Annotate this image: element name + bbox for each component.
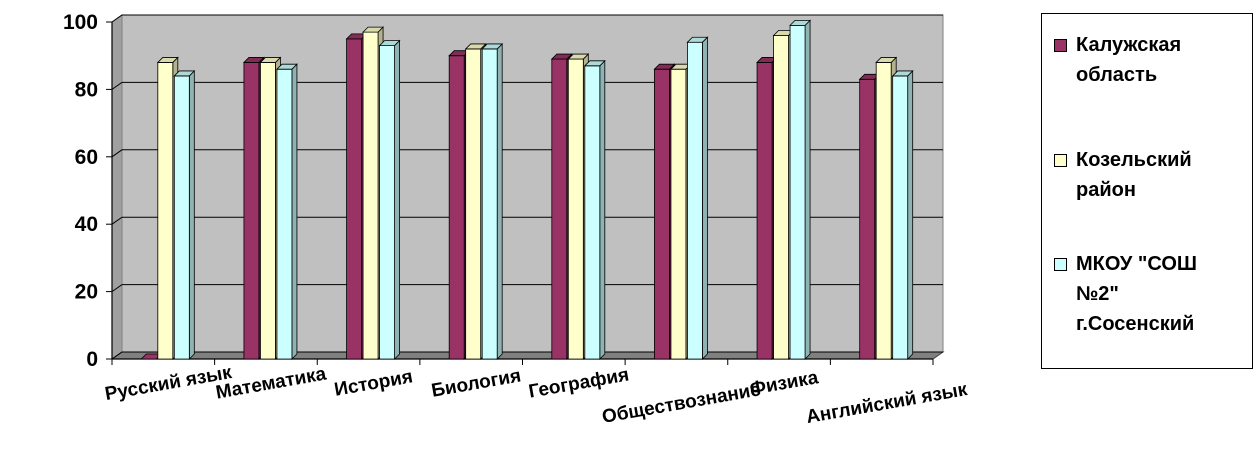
bar-front (481, 48, 498, 360)
x-tick-label-5: География (527, 364, 631, 402)
bar-3-3 (378, 39, 401, 360)
bar-top (464, 43, 487, 50)
x-tick-label-8: Английский язык (805, 379, 970, 428)
bar-3-2 (275, 63, 298, 360)
bar-side (496, 42, 503, 360)
x-tick-label-6: Обществознание (601, 379, 763, 428)
bar-3-4 (481, 42, 504, 360)
y-tick-label-20: 20 (75, 281, 98, 304)
y-tick-label-0: 0 (86, 348, 98, 371)
y-tick-label-40: 40 (75, 213, 98, 236)
plot-side-wall (111, 14, 123, 360)
bar-front (584, 65, 601, 360)
bar-side (188, 69, 195, 360)
bar-side (291, 63, 298, 360)
bar-front (448, 55, 465, 360)
bar-front (789, 24, 806, 360)
bar-side (599, 59, 606, 360)
bar-top (275, 63, 298, 70)
legend-label-series-3: МКОУ "СОШ №2" г.Сосенский (1076, 253, 1198, 335)
bar-front (260, 62, 276, 360)
bar-front (875, 62, 892, 360)
legend-label-series-1: Калужская область (1076, 34, 1182, 86)
bar-top (173, 70, 196, 77)
bar-front (567, 58, 584, 360)
legend-swatch-series-2 (1054, 154, 1067, 167)
bar-3-5 (583, 59, 606, 360)
x-tick-label-2: Математика (214, 363, 328, 403)
bar-front (687, 41, 703, 360)
y-tick-label-100: 100 (63, 11, 98, 34)
bar-front (654, 68, 670, 360)
bar-top (653, 63, 676, 70)
bar-top (789, 19, 812, 26)
bar-3-6 (686, 36, 709, 360)
x-tick-label-4: Биология (430, 365, 523, 401)
bar-side (702, 36, 708, 360)
legend-swatch-series-3 (1054, 258, 1067, 271)
bar-front (173, 75, 190, 360)
bar-front (892, 75, 909, 360)
bar-top (891, 70, 914, 77)
bar-top (242, 57, 265, 63)
bar-front (859, 78, 876, 360)
bar-3-1 (173, 69, 196, 360)
bar-side (804, 19, 811, 360)
bar-front (465, 48, 482, 360)
bar-side (394, 39, 400, 360)
bar-front (362, 31, 379, 360)
legend-label-series-2: Козельский район (1076, 149, 1192, 201)
bar-top (875, 57, 898, 63)
x-tick-label-3: История (333, 366, 415, 400)
plot-floor (110, 351, 945, 360)
bar-front (346, 38, 362, 360)
x-tick-label-7: Физика (748, 367, 820, 400)
bar-front (243, 62, 260, 360)
legend-swatch-series-1 (1054, 39, 1067, 52)
bar-top (686, 36, 709, 43)
bar-top (156, 57, 179, 63)
legend: Калужская область Козельский район МКОУ … (1041, 13, 1253, 369)
gridline-100 (111, 14, 943, 23)
bar-top (550, 53, 573, 60)
bar-side (907, 69, 914, 360)
bar-front (773, 35, 789, 360)
bar-front (379, 45, 395, 360)
bar-3-8 (891, 69, 914, 360)
bar-3-7 (789, 19, 812, 360)
bar-top (481, 43, 504, 50)
bar-top (362, 26, 385, 33)
bar-front (276, 68, 293, 360)
bar-front (756, 62, 773, 360)
bar-front (551, 58, 568, 360)
bar-front (157, 62, 174, 360)
bar-front (670, 68, 687, 360)
bar-top (583, 60, 606, 67)
y-tick-label-80: 80 (75, 78, 98, 101)
bar-top (567, 53, 590, 60)
y-tick-label-60: 60 (75, 146, 98, 169)
bar-top (378, 40, 401, 46)
bar-top (259, 57, 282, 63)
